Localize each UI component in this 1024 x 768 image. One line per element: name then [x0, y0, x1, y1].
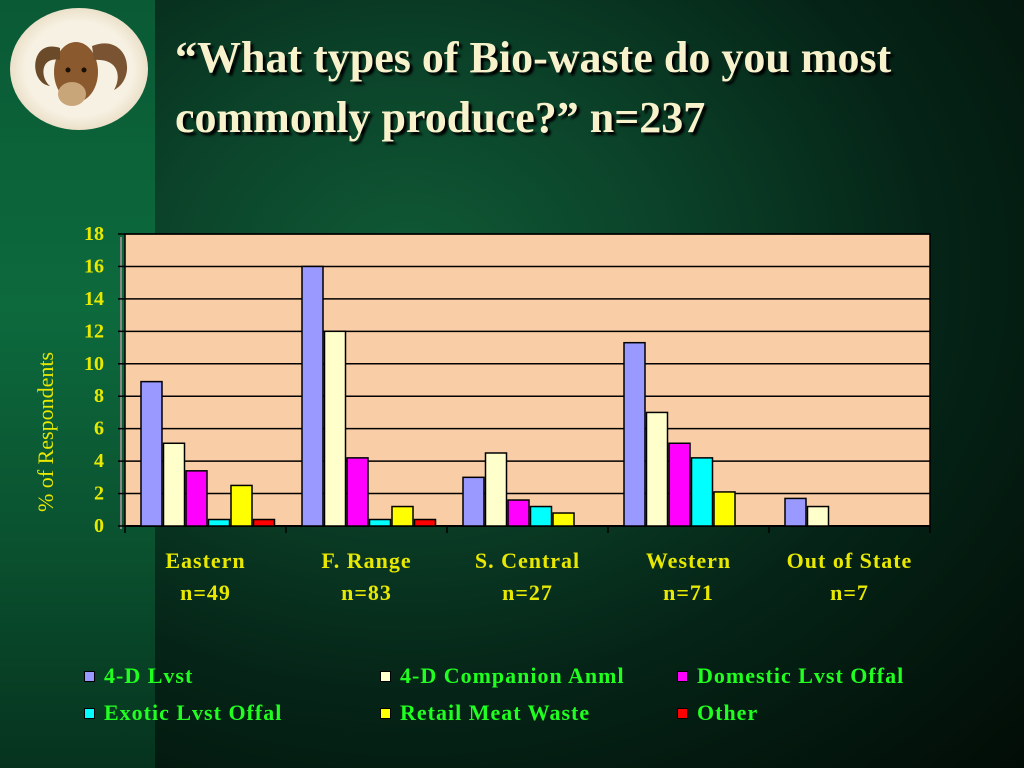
legend-swatch	[677, 670, 688, 682]
bar-retail-meat-waste	[552, 512, 575, 527]
x-tick-count-label: n=7	[830, 580, 869, 605]
bar-retail-meat-waste	[391, 505, 414, 527]
y-tick-label: 12	[84, 320, 104, 342]
legend-label: Domestic Lvst Offal	[697, 663, 905, 688]
legend-item: Exotic Lvst Offal	[84, 700, 282, 726]
x-tick-label: S. Central	[475, 548, 580, 573]
bar-other	[252, 518, 276, 527]
slide-title: “What types of Bio-waste do you most com…	[175, 33, 892, 142]
bar-exotic-lvst-offal	[690, 457, 714, 527]
legend-item: Other	[677, 700, 758, 726]
plot-area	[124, 233, 931, 527]
y-tick-label: 10	[84, 353, 104, 375]
legend-swatch	[84, 707, 95, 719]
x-tick-label: Western	[646, 548, 731, 573]
legend-item: 4-D Lvst	[84, 663, 193, 689]
y-tick-label: 2	[94, 483, 104, 505]
y-tick-label: 14	[84, 288, 104, 310]
bar-retail-meat-waste	[230, 484, 253, 527]
bar-4-d-companion-anml	[162, 442, 186, 527]
bar-retail-meat-waste	[713, 491, 736, 527]
legend-item: Retail Meat Waste	[380, 700, 590, 726]
bar-domestic-lvst-offal	[668, 442, 691, 527]
legend-swatch	[84, 670, 95, 682]
bar-exotic-lvst-offal	[529, 505, 553, 527]
y-tick-label: 4	[94, 450, 104, 472]
y-tick-label: 0	[94, 515, 104, 537]
bighorn-sheep-logo-icon	[10, 8, 148, 130]
y-tick-label: 8	[94, 385, 104, 407]
bar-4-d-companion-anml	[323, 330, 347, 527]
bar-4-d-lvst	[301, 265, 324, 527]
y-tick-label: 16	[84, 255, 104, 277]
bar-4-d-companion-anml	[645, 411, 669, 527]
x-tick-count-label: n=71	[663, 580, 714, 605]
bar-4-d-lvst	[784, 497, 807, 527]
y-tick-label: 18	[84, 223, 104, 245]
bar-exotic-lvst-offal	[368, 518, 392, 527]
legend-label: 4-D Companion Anml	[400, 663, 625, 688]
bar-domestic-lvst-offal	[185, 470, 208, 527]
bar-4-d-lvst	[623, 341, 646, 527]
bar-4-d-lvst	[140, 380, 163, 527]
x-tick-label: Out of State	[787, 548, 913, 573]
legend-swatch	[677, 707, 688, 719]
legend-swatch	[380, 707, 391, 719]
x-tick-count-label: n=27	[502, 580, 553, 605]
bar-domestic-lvst-offal	[507, 499, 530, 527]
bar-other	[413, 518, 437, 527]
bar-4-d-companion-anml	[484, 452, 508, 527]
x-tick-count-label: n=83	[341, 580, 392, 605]
legend-label: Other	[697, 700, 759, 725]
legend-item: 4-D Companion Anml	[380, 663, 625, 689]
legend-label: 4-D Lvst	[104, 663, 194, 688]
bar-4-d-companion-anml	[806, 505, 830, 527]
x-tick-count-label: n=49	[180, 580, 231, 605]
legend-label: Retail Meat Waste	[400, 700, 591, 725]
x-tick-label: Eastern	[165, 548, 245, 573]
bar-4-d-lvst	[462, 476, 485, 527]
bar-domestic-lvst-offal	[346, 457, 369, 527]
x-tick-label: F. Range	[321, 548, 411, 573]
legend-label: Exotic Lvst Offal	[104, 700, 283, 725]
legend-item: Domestic Lvst Offal	[677, 663, 904, 689]
legend-swatch	[380, 670, 391, 682]
y-tick-label: 6	[94, 418, 104, 440]
bar-exotic-lvst-offal	[207, 518, 231, 527]
